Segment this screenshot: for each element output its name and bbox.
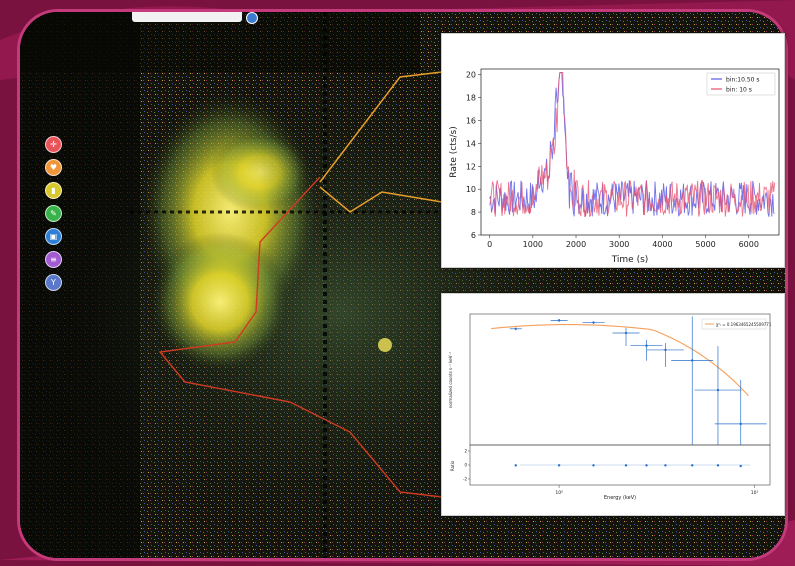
spectrum-legend-label: χ²ᵣ = 0.1963465245509771 xyxy=(716,322,772,327)
spectrum-point xyxy=(514,327,517,330)
heart-icon[interactable]: ♥ xyxy=(45,159,62,176)
x-tick-label: 0 xyxy=(487,240,492,249)
legend-label: bin: 10 s xyxy=(726,87,752,94)
ratio-point xyxy=(592,464,595,467)
y-tick-label: 20 xyxy=(466,71,476,80)
x-tick-label: 5000 xyxy=(695,240,715,249)
filter-icon-glyph: Y xyxy=(51,277,56,287)
crosshair-icon-glyph: ✛ xyxy=(50,139,57,149)
light-curve-series xyxy=(489,71,776,218)
ratio-tick-label: 0 xyxy=(464,463,467,468)
spectrum-point xyxy=(716,388,720,392)
ratio-point xyxy=(664,464,667,467)
spectrum-point xyxy=(557,319,561,322)
y-tick-label: 12 xyxy=(466,162,476,171)
light-curve-panel: 6 8 10 12 14 16 18 20 0 1000 2000 3000 4000 5000 6000… xyxy=(441,33,785,268)
list-icon[interactable]: ≡ xyxy=(45,251,62,268)
legend-label: bin:10.50 s xyxy=(726,77,760,84)
y-tick-label: 10 xyxy=(466,185,476,194)
y-tick-label: 16 xyxy=(466,117,476,126)
heart-icon-glyph: ♥ xyxy=(49,162,58,172)
x-tick-label: 1000 xyxy=(523,240,543,249)
y-tick-label: 18 xyxy=(466,94,476,103)
image-icon-glyph: ▣ xyxy=(49,231,58,241)
y-axis-label: Rate (cts/s) xyxy=(449,126,459,177)
light-curve-chart: 6 8 10 12 14 16 18 20 0 1000 2000 3000 4000 5000 6000… xyxy=(449,68,780,265)
model-curve xyxy=(491,324,749,397)
y-tick-label: 14 xyxy=(466,139,476,148)
ratio-point xyxy=(691,464,694,467)
image-icon[interactable]: ▣ xyxy=(45,228,62,245)
spectrum-point xyxy=(645,344,648,347)
spectrum-point xyxy=(592,321,595,324)
y-tick-label: 6 xyxy=(471,231,476,240)
ratio-point xyxy=(645,464,648,467)
spectrum-y-label: normalized counts s⁻¹ keV⁻¹ xyxy=(448,351,453,408)
ratio-tick-label: -2 xyxy=(463,477,467,482)
x-axis-label: Time (s) xyxy=(611,255,649,265)
x-tick-label: 2000 xyxy=(566,240,586,249)
ratio-point xyxy=(514,464,517,467)
note-icon-glyph: ▮ xyxy=(51,185,56,195)
spectrum-frame xyxy=(469,313,771,446)
spectrum-panel: 10⁰ 10¹ 2 0 -2 χ²ᵣ = 0.1963465245509771 Ene… xyxy=(441,293,785,516)
note-icon[interactable]: ▮ xyxy=(45,182,62,199)
edit-icon[interactable] xyxy=(246,12,258,24)
spectrum-point xyxy=(739,422,742,426)
filter-icon[interactable]: Y xyxy=(45,274,62,291)
ratio-label: Ratio xyxy=(450,460,455,471)
edit-icon-glyph: ✎ xyxy=(50,208,57,218)
spectrum-point xyxy=(691,359,694,362)
list-icon-glyph: ≡ xyxy=(50,254,57,264)
legend: bin:10.50 s bin: 10 s xyxy=(706,72,776,96)
x-tick-label: 10⁰ xyxy=(555,490,563,496)
ratio-point xyxy=(624,464,628,467)
x-tick-label: 10¹ xyxy=(751,490,759,496)
plot-frame xyxy=(480,68,780,236)
x-tick-label: 3000 xyxy=(609,240,629,249)
spectrum-chart: 10⁰ 10¹ 2 0 -2 χ²ᵣ = 0.1963465245509771 Ene… xyxy=(448,313,772,501)
spectrum-point xyxy=(624,331,628,335)
search-bar[interactable] xyxy=(132,12,242,22)
tool-bar: ✛ ♥ ▮ ✎ ▣ ≡ Y xyxy=(45,136,63,297)
crosshair-icon[interactable]: ✛ xyxy=(45,136,62,153)
spectrum-point xyxy=(664,348,667,352)
spectrum-x-label: Energy (keV) xyxy=(604,495,636,501)
ratio-tick-label: 2 xyxy=(464,449,467,454)
ratio-point xyxy=(716,464,720,467)
x-tick-label: 6000 xyxy=(739,240,759,249)
edit-icon[interactable]: ✎ xyxy=(45,205,62,222)
y-tick-label: 8 xyxy=(471,208,476,217)
ratio-point xyxy=(739,464,742,468)
x-tick-label: 4000 xyxy=(652,240,672,249)
ratio-point xyxy=(557,464,561,467)
